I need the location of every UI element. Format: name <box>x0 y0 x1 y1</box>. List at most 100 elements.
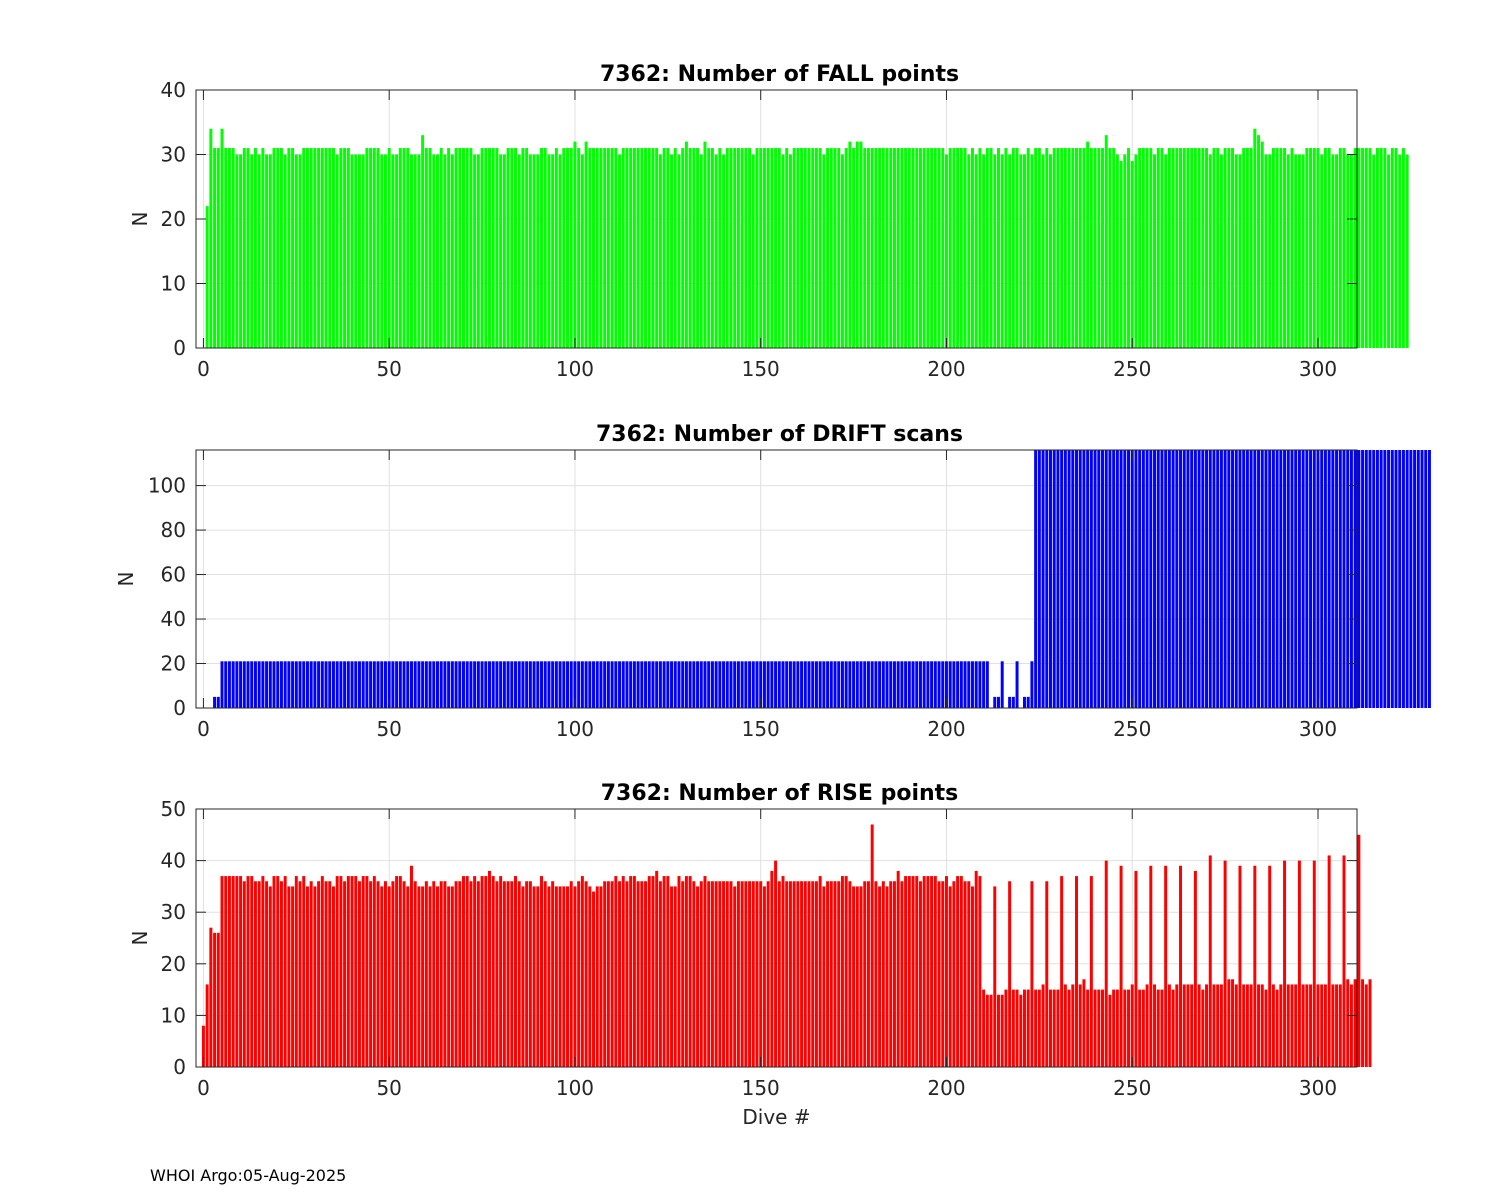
bar <box>1271 450 1275 708</box>
bar <box>1067 989 1071 1067</box>
bar <box>985 994 989 1067</box>
x-tick-label: 250 <box>1113 717 1151 741</box>
bar <box>1316 450 1320 708</box>
bar <box>1390 148 1394 348</box>
bar <box>707 661 711 708</box>
bar <box>1305 984 1309 1067</box>
bar <box>904 876 908 1067</box>
bar <box>1353 148 1357 348</box>
bar <box>1193 148 1197 348</box>
bar <box>625 148 629 348</box>
bar <box>1353 979 1357 1067</box>
bar <box>365 876 369 1067</box>
bar <box>1078 148 1082 348</box>
bar <box>740 881 744 1067</box>
bar <box>450 661 454 708</box>
bar <box>1234 450 1238 708</box>
bar <box>569 881 573 1067</box>
bar <box>736 148 740 348</box>
bar <box>725 881 729 1067</box>
bar <box>1056 989 1060 1067</box>
y-tick-label: 100 <box>148 474 186 498</box>
bar <box>1175 450 1179 708</box>
bar <box>1290 450 1294 708</box>
bar <box>1171 450 1175 708</box>
x-tick-label: 200 <box>927 357 965 381</box>
bar <box>1182 450 1186 708</box>
bar <box>1071 984 1075 1067</box>
bar <box>1011 148 1015 348</box>
bar <box>484 876 488 1067</box>
bar <box>970 148 974 348</box>
bar <box>1223 450 1227 708</box>
bar <box>1075 148 1078 348</box>
bar <box>1275 989 1279 1067</box>
chart-title: 7362: Number of DRIFT scans <box>596 422 963 447</box>
bar <box>253 881 257 1067</box>
bar <box>1249 148 1253 348</box>
bar <box>684 876 688 1067</box>
bar <box>941 661 945 708</box>
bar <box>699 661 703 708</box>
bar <box>514 876 517 1067</box>
bar <box>580 661 584 708</box>
bar <box>632 148 636 348</box>
bar <box>807 661 811 708</box>
bar <box>246 661 250 708</box>
bar <box>610 661 614 708</box>
bar <box>361 154 365 348</box>
bar <box>1364 148 1368 348</box>
bar <box>677 154 681 348</box>
bar <box>1338 450 1342 708</box>
bar <box>759 661 763 708</box>
bar <box>1212 148 1216 348</box>
bar <box>1123 450 1127 708</box>
x-tick-label: 100 <box>556 717 594 741</box>
bar <box>677 661 681 708</box>
bar <box>911 876 915 1067</box>
bar <box>792 881 796 1067</box>
bar <box>227 148 231 348</box>
bar <box>450 886 454 1067</box>
bar <box>1201 989 1205 1067</box>
bar <box>618 661 622 708</box>
bar <box>956 661 960 708</box>
bar <box>205 206 209 348</box>
bar <box>762 661 766 708</box>
bar <box>480 661 484 708</box>
y-tick-label: 40 <box>161 78 186 102</box>
bar <box>1338 984 1342 1067</box>
bar <box>1394 450 1398 708</box>
bar <box>982 154 986 348</box>
bar <box>896 661 900 708</box>
bar <box>1361 450 1365 708</box>
bar <box>480 876 484 1067</box>
axes-frame <box>195 449 1358 709</box>
bar <box>852 886 856 1067</box>
bar <box>933 148 937 348</box>
bar <box>900 881 904 1067</box>
bar <box>1227 450 1231 708</box>
bar <box>305 148 309 348</box>
bar <box>614 876 618 1067</box>
bar <box>1186 148 1190 348</box>
bar <box>970 886 974 1067</box>
bar <box>800 881 804 1067</box>
bar <box>1338 148 1342 348</box>
bar <box>629 661 633 708</box>
bar <box>993 696 997 708</box>
bar <box>621 661 625 708</box>
bar <box>930 661 934 708</box>
bar <box>744 148 748 348</box>
bar <box>317 881 321 1067</box>
bar <box>714 881 718 1067</box>
bar <box>372 148 376 348</box>
bar <box>272 876 276 1067</box>
bar <box>320 661 324 708</box>
bar <box>762 886 766 1067</box>
bar <box>595 661 599 708</box>
bar <box>606 661 610 708</box>
bar <box>343 881 347 1067</box>
bar <box>930 876 934 1067</box>
bar <box>239 876 243 1067</box>
